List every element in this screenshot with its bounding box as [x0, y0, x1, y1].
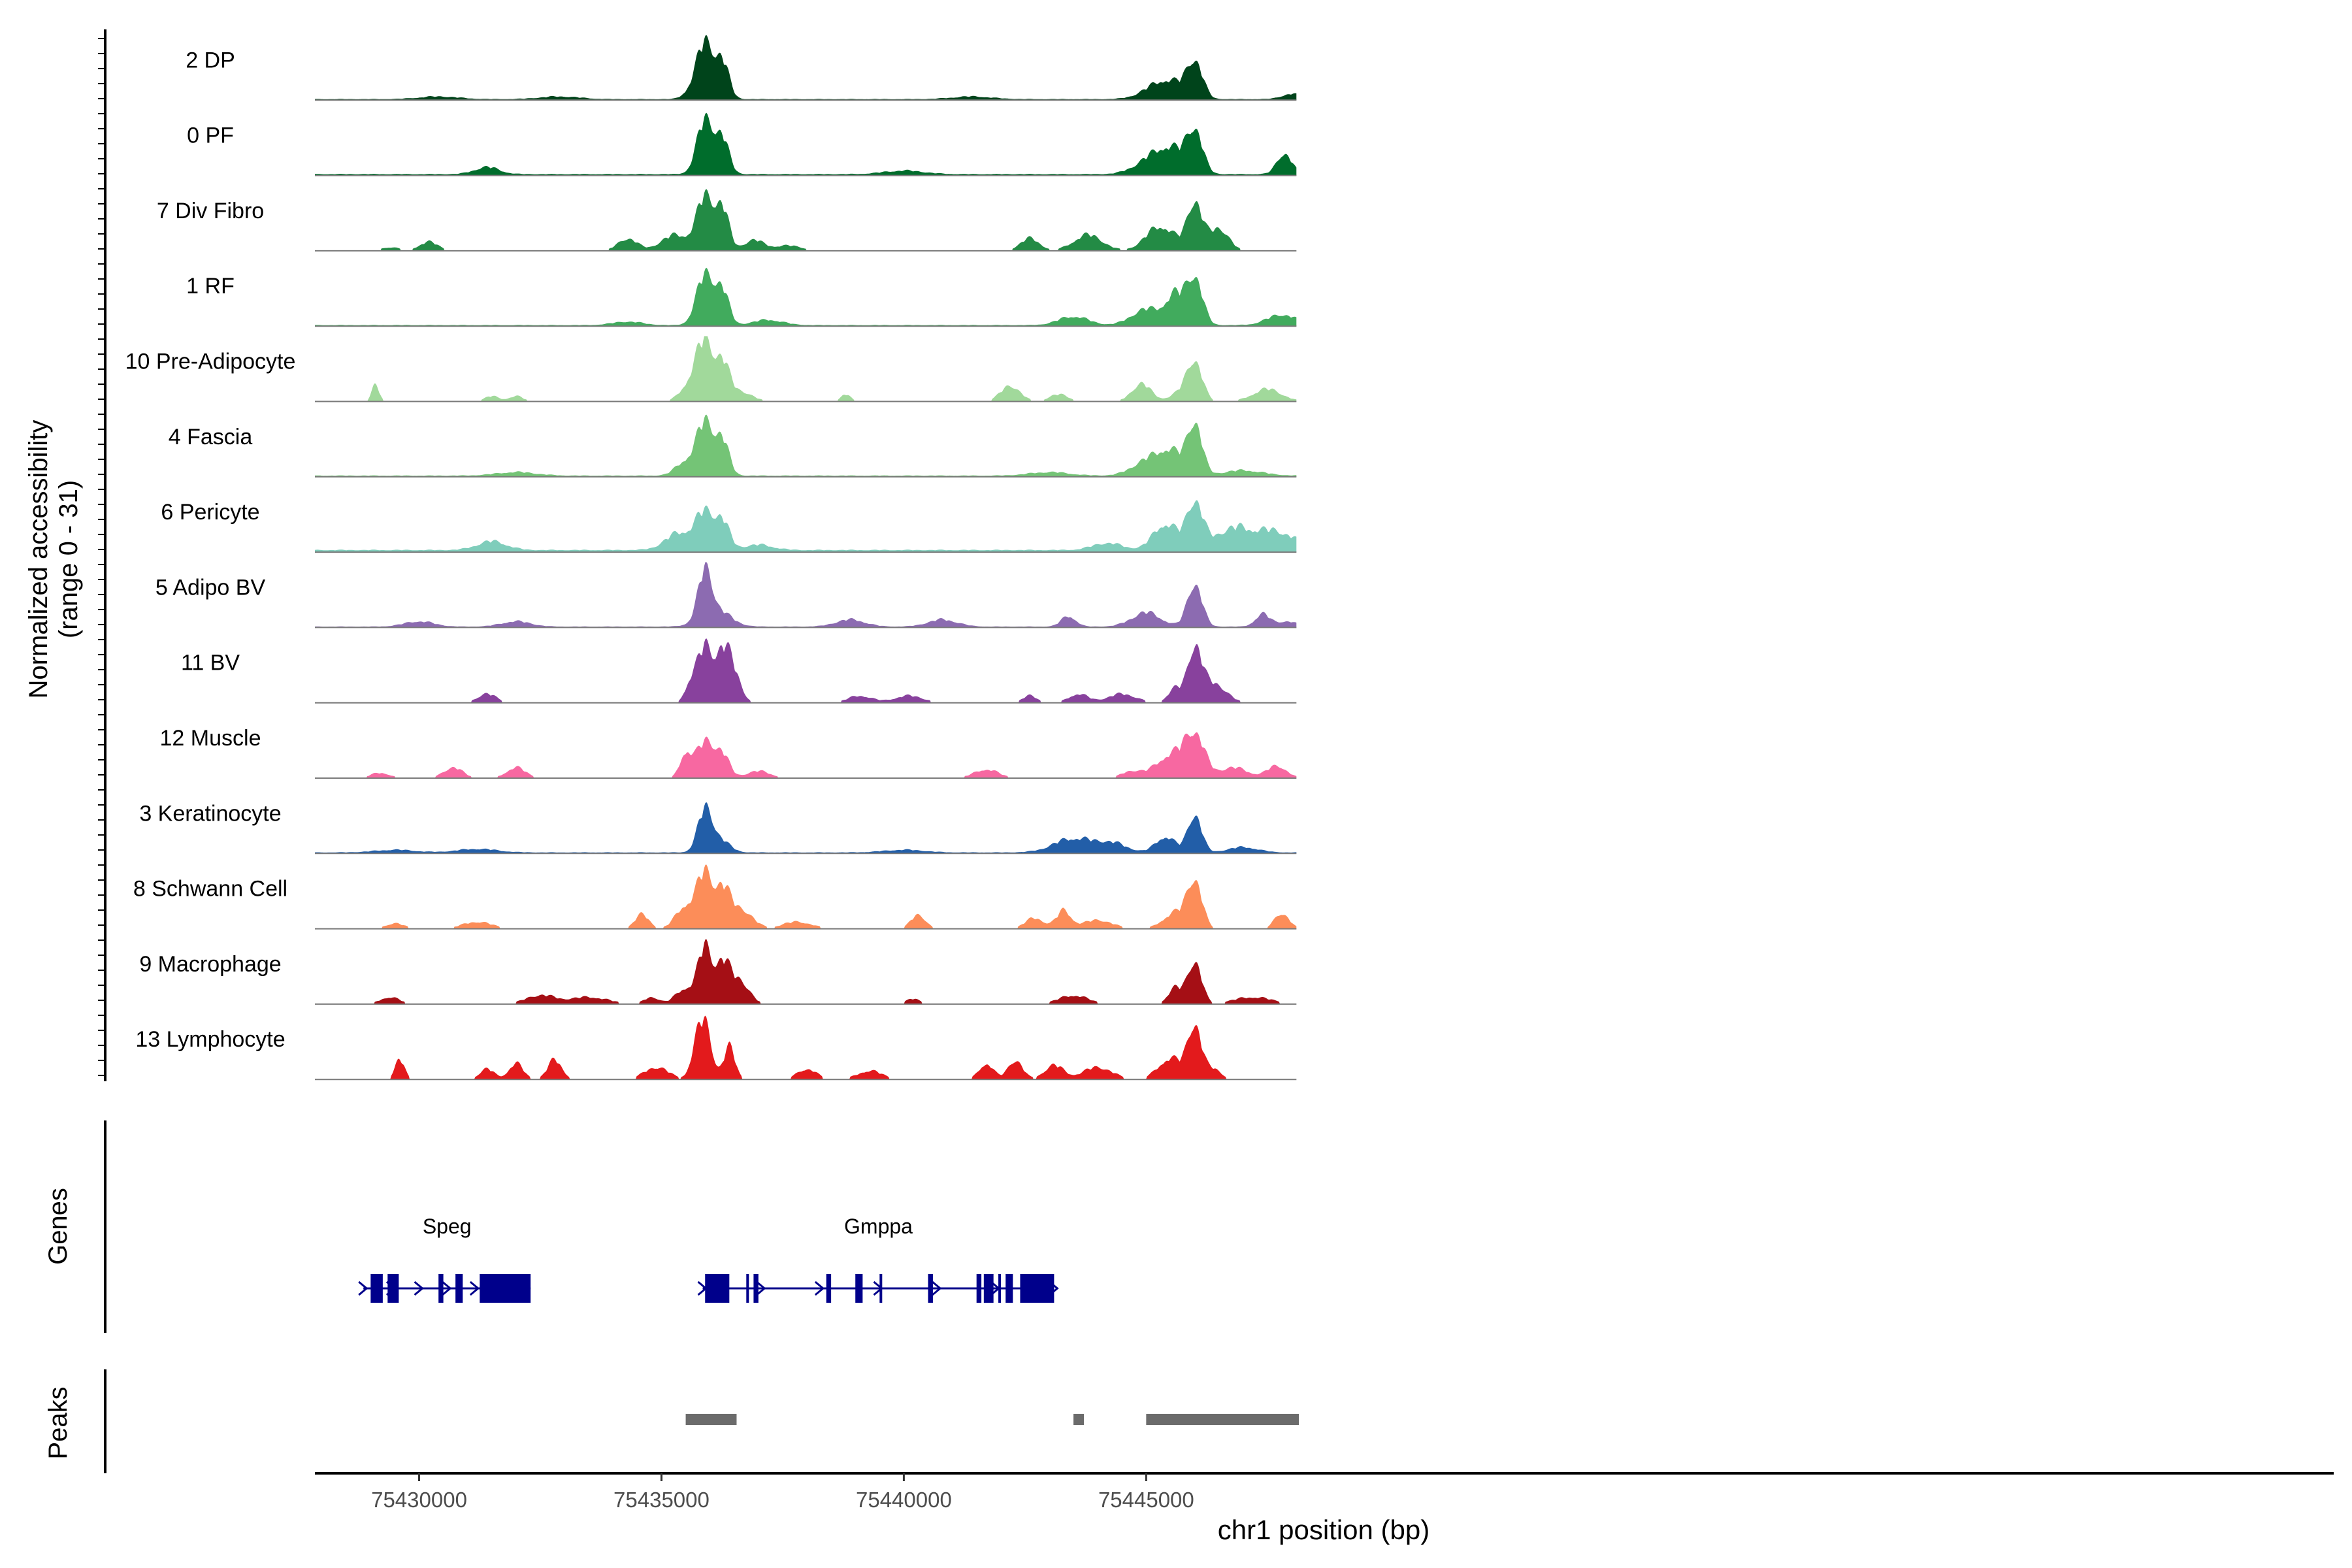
track-label-7-div-fibro: 7 Div Fibro: [157, 199, 264, 223]
track-label-9-macrophage: 9 Macrophage: [139, 952, 281, 977]
gene-exon: [928, 1274, 933, 1303]
peak-region: [1073, 1414, 1085, 1425]
gene-exon: [983, 1274, 994, 1303]
gene-strand-arrow: [442, 1281, 452, 1296]
peak-region: [1146, 1414, 1299, 1425]
peaks-track: [685, 1414, 1299, 1425]
coverage-tracks: 2 DP 0 PF 7 Div Fibro 1 RF 10 Pre-Adipocyte 4…: [125, 35, 1297, 1081]
track-10-pre-adipocyte: 10 Pre-Adipocyte: [125, 336, 1297, 402]
gene-exon: [1005, 1274, 1013, 1303]
gene-exon: [855, 1274, 863, 1303]
track-label-13-lymphocyte: 13 Lymphocyte: [135, 1027, 285, 1052]
track-label-6-pericyte: 6 Pericyte: [161, 500, 259, 525]
track-label-12-muscle: 12 Muscle: [160, 726, 261, 751]
gene-exon: [480, 1274, 531, 1303]
gene-exon: [1020, 1274, 1054, 1303]
gene-label-speg: Speg: [423, 1215, 472, 1238]
track-area-0-pf: [315, 112, 1297, 176]
gene-label-gmppa: Gmppa: [844, 1215, 913, 1238]
x-axis-ticks: 75430000 75435000 75440000 75445000: [371, 1473, 1194, 1512]
track-6-pericyte: 6 Pericyte: [161, 500, 1297, 553]
gene-exon: [387, 1274, 399, 1303]
genes-track-label: Genes: [44, 1188, 73, 1265]
peaks-track-label: Peaks: [44, 1386, 73, 1459]
track-label-11-bv: 11 BV: [181, 651, 240, 676]
track-area-11-bv: [315, 638, 1297, 703]
gene-speg: Speg: [358, 1215, 531, 1303]
x-axis-title: chr1 position (bp): [1218, 1514, 1430, 1545]
track-7-div-fibro: 7 Div Fibro: [157, 189, 1297, 252]
x-tick-label: 75445000: [1098, 1488, 1194, 1512]
track-label-3-keratinocyte: 3 Keratinocyte: [139, 801, 281, 826]
track-label-0-pf: 0 PF: [187, 123, 234, 148]
gene-strand-arrow: [814, 1281, 825, 1296]
gene-exon: [455, 1274, 463, 1303]
gene-strand-arrow: [414, 1281, 424, 1296]
track-8-schwann-cell: 8 Schwann Cell: [133, 864, 1297, 930]
gene-exon: [753, 1274, 759, 1303]
gene-strand-arrow: [697, 1281, 708, 1296]
track-area-6-pericyte: [315, 500, 1297, 553]
track-area-7-div-fibro: [315, 189, 1297, 251]
track-area-9-macrophage: [315, 939, 1297, 1004]
track-label-1-rf: 1 RF: [186, 274, 235, 299]
y-axis-title-line1: Normalized accessibility: [24, 420, 53, 699]
track-0-pf: 0 PF: [187, 112, 1297, 176]
track-1-rf: 1 RF: [186, 267, 1297, 327]
track-13-lymphocyte: 13 Lymphocyte: [135, 1015, 1297, 1081]
gene-exon: [826, 1274, 832, 1303]
track-area-3-keratinocyte: [315, 802, 1297, 854]
gene-strand-arrow: [756, 1281, 766, 1296]
track-area-13-lymphocyte: [315, 1015, 1297, 1080]
track-label-2-dp: 2 DP: [186, 48, 235, 73]
track-5-adipo-bv: 5 Adipo BV: [155, 562, 1297, 629]
track-2-dp: 2 DP: [186, 35, 1297, 101]
track-area-4-fascia: [315, 414, 1297, 477]
gene-strand-arrow: [469, 1281, 480, 1296]
track-12-muscle: 12 Muscle: [160, 726, 1297, 779]
gene-gmppa: Gmppa: [697, 1215, 1059, 1303]
coverage-axis: [98, 29, 106, 1081]
x-tick-label: 75430000: [371, 1488, 467, 1512]
track-label-4-fascia: 4 Fascia: [169, 425, 253, 449]
gene-exon: [705, 1274, 730, 1303]
track-label-5-adipo-bv: 5 Adipo BV: [155, 575, 266, 600]
track-area-10-pre-adipocyte: [315, 336, 1297, 402]
gene-exon: [976, 1274, 982, 1303]
track-area-2-dp: [315, 35, 1297, 101]
genes-track: Speg Gmppa: [358, 1215, 1059, 1303]
gene-exon: [746, 1274, 749, 1303]
gene-exon: [998, 1274, 1002, 1303]
gene-strand-arrow: [932, 1281, 942, 1296]
peak-region: [685, 1414, 737, 1425]
gene-exon: [879, 1274, 883, 1303]
track-11-bv: 11 BV: [181, 638, 1297, 704]
x-tick-label: 75440000: [856, 1488, 952, 1512]
gene-exon: [370, 1274, 383, 1303]
track-area-1-rf: [315, 267, 1297, 327]
y-axis-title-line2: (range 0 - 31): [54, 480, 83, 638]
x-tick-label: 75435000: [613, 1488, 710, 1512]
track-3-keratinocyte: 3 Keratinocyte: [139, 801, 1297, 855]
track-area-8-schwann-cell: [315, 864, 1297, 929]
track-area-5-adipo-bv: [315, 562, 1297, 628]
gene-exon: [438, 1274, 444, 1303]
track-4-fascia: 4 Fascia: [169, 414, 1297, 478]
gene-strand-arrow: [358, 1281, 368, 1296]
track-label-10-pre-adipocyte: 10 Pre-Adipocyte: [125, 350, 296, 374]
track-9-macrophage: 9 Macrophage: [139, 939, 1297, 1005]
track-label-8-schwann-cell: 8 Schwann Cell: [133, 877, 287, 902]
track-area-12-muscle: [315, 732, 1297, 778]
